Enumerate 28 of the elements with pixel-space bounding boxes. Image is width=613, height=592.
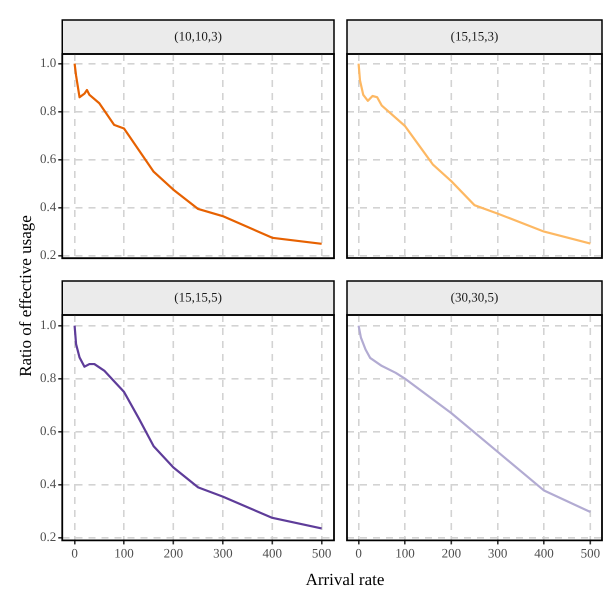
- x-tick-label: 500: [580, 546, 600, 561]
- y-tick-label: 0.2: [40, 529, 56, 544]
- x-tick-label: 200: [164, 546, 184, 561]
- y-axis-title: Ratio of effective usage: [16, 215, 36, 377]
- x-tick-label: 100: [395, 546, 415, 561]
- chart-title: (10,10,3): [174, 28, 222, 44]
- x-tick-label: 100: [114, 546, 134, 561]
- x-tick-label: 400: [534, 546, 554, 561]
- x-tick-label: 500: [312, 546, 332, 561]
- x-tick-label: 300: [213, 546, 233, 561]
- y-tick-label: 0.4: [40, 199, 57, 214]
- y-tick-label: 0.8: [40, 370, 56, 386]
- x-tick-label: 400: [262, 546, 282, 561]
- y-tick-label: 1.0: [40, 55, 56, 70]
- chart-title: (15,15,3): [450, 28, 498, 44]
- x-tick-label: 300: [488, 546, 508, 561]
- x-tick-label: 0: [355, 546, 362, 561]
- x-axis-title: Arrival rate: [306, 570, 384, 590]
- y-tick-label: 0.4: [40, 476, 57, 492]
- x-tick-label: 200: [442, 546, 462, 561]
- y-tick-label: 0.6: [40, 423, 57, 438]
- y-tick-label: 0.6: [40, 151, 57, 166]
- y-tick-label: 0.2: [40, 247, 56, 262]
- chart-title: (15,15,5): [174, 289, 222, 304]
- chart-title: (30,30,5): [450, 289, 498, 304]
- y-tick-label: 1.0: [40, 317, 56, 332]
- y-tick-label: 0.8: [40, 103, 56, 118]
- x-tick-label: 0: [71, 546, 78, 561]
